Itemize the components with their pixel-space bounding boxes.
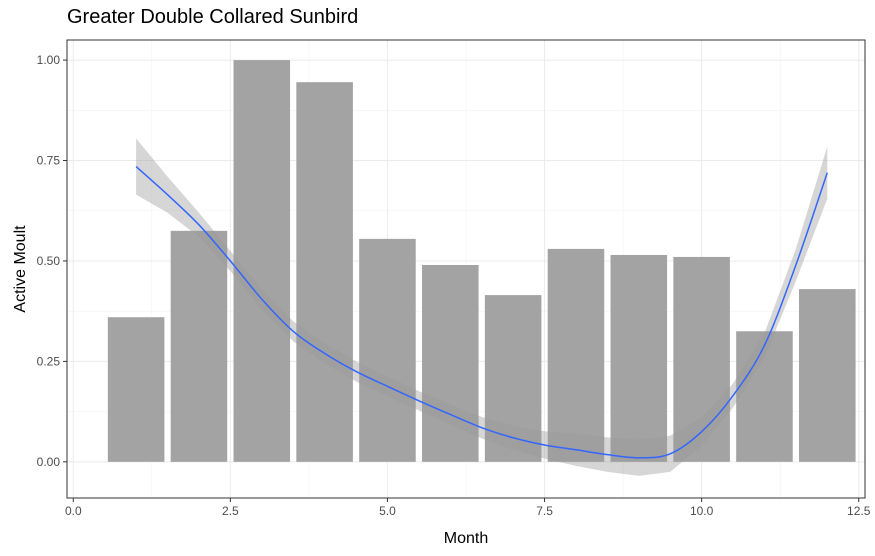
bar-month-3	[233, 60, 291, 462]
bar-month-10	[673, 256, 730, 462]
bar-month-8	[547, 248, 605, 462]
smooth-line	[135, 165, 829, 459]
bar-month-5	[359, 238, 416, 462]
bar-month-11	[736, 331, 793, 462]
x-tick-label: 12.5	[847, 504, 871, 518]
x-tick-label: 7.5	[536, 504, 553, 518]
smooth-confidence-band	[136, 138, 828, 476]
ticks-layer: 0.0 2.5 5.0 7.5 10.0 12.5 0.00 0.25 0.50 0.75 1.00	[37, 53, 871, 518]
x-tick-label: 2.5	[222, 504, 239, 518]
chart-title: Greater Double Collared Sunbird	[67, 6, 359, 28]
bar-month-1	[107, 317, 165, 462]
y-tick-label: 1.00	[37, 53, 61, 67]
x-tick-label: 0.0	[65, 504, 82, 518]
x-tick-label: 10.0	[690, 504, 714, 518]
bar-month-7	[484, 295, 542, 462]
smooth-layer	[135, 138, 829, 476]
bar-month-6	[422, 264, 479, 462]
y-axis-title: Active Moult	[12, 225, 29, 313]
bars-layer	[107, 60, 856, 462]
bar-month-12	[799, 289, 856, 462]
x-tick-label: 5.0	[379, 504, 396, 518]
y-tick-label: 0.00	[37, 455, 61, 469]
bar-month-2	[170, 230, 228, 462]
bar-month-9	[610, 254, 668, 462]
y-tick-label: 0.25	[37, 354, 61, 368]
y-tick-label: 0.75	[37, 154, 61, 168]
bar-month-4	[296, 82, 353, 462]
plot-border	[66, 39, 866, 499]
y-tick-label: 0.50	[37, 254, 61, 268]
x-axis-title: Month	[444, 530, 488, 547]
